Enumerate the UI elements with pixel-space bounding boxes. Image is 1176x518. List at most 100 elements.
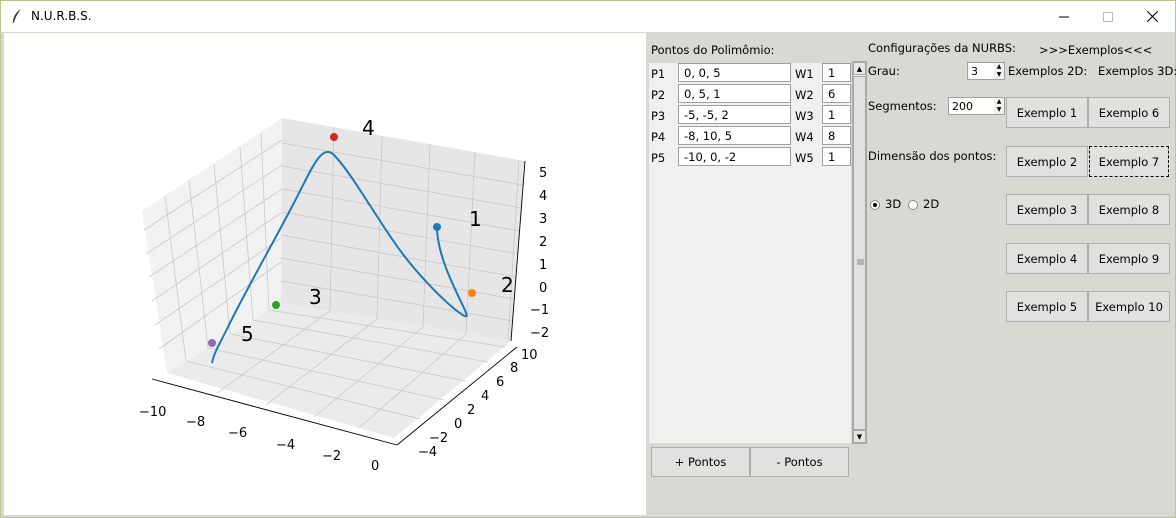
pane-right (281, 118, 525, 341)
y-tick: 8 (510, 361, 518, 376)
grip-icon (857, 259, 864, 265)
point-label-1: 1 (469, 207, 482, 231)
arrow-up-icon: ▲ (856, 64, 863, 73)
y-tick: 4 (481, 389, 489, 404)
point-label: P3 (651, 109, 666, 123)
y-tick: −2 (429, 431, 448, 446)
z-tick: 3 (539, 212, 547, 227)
maximize-icon (1103, 11, 1113, 22)
arrow-down-icon: ▼ (856, 432, 863, 441)
grau-up-button[interactable]: ▲ (994, 63, 1004, 71)
close-icon (1146, 11, 1158, 22)
z-tick: 0 (539, 281, 547, 296)
z-tick: 2 (539, 235, 547, 250)
points-scrollbar[interactable]: ▲ ▼ (852, 61, 867, 444)
point-coords-input[interactable]: -10, 0, -2 (678, 147, 791, 166)
point-coords-input[interactable]: -8, 10, 5 (678, 126, 791, 145)
title-bar: N.U.R.B.S. (1, 1, 1175, 32)
grau-value: 3 (971, 65, 978, 78)
grau-down-button[interactable]: ▼ (994, 71, 1004, 79)
x-tick: −4 (276, 438, 295, 453)
add-points-button[interactable]: + Pontos (651, 447, 750, 477)
segmentos-up-button[interactable]: ▲ (994, 98, 1004, 106)
segmentos-spinbox[interactable]: 200 ▲ ▼ (948, 97, 1005, 115)
window-title: N.U.R.B.S. (31, 9, 92, 23)
feather-icon (12, 9, 21, 24)
point-label: P4 (651, 130, 666, 144)
scroll-thumb[interactable] (853, 76, 866, 430)
weight-input[interactable]: 1 (822, 63, 851, 82)
pane-left (142, 118, 282, 373)
minimize-button[interactable] (1041, 1, 1087, 32)
example-2-button[interactable]: Exemplo 2 (1006, 146, 1088, 177)
radio-2d[interactable] (908, 200, 918, 210)
weight-label: W1 (795, 67, 814, 81)
control-point-5 (208, 339, 216, 347)
point-label-4: 4 (362, 116, 375, 140)
x-tick: −10 (139, 405, 166, 420)
y-tick: 6 (496, 375, 504, 390)
control-point-2 (468, 289, 476, 297)
example-5-button[interactable]: Exemplo 5 (1006, 291, 1088, 322)
z-tick: 4 (539, 189, 547, 204)
scroll-up-button[interactable]: ▲ (853, 62, 866, 75)
point-coords-input[interactable]: 0, 0, 5 (678, 63, 791, 82)
example-10-button[interactable]: Exemplo 10 (1088, 291, 1170, 322)
point-coords-input[interactable]: 0, 5, 1 (678, 84, 791, 103)
segmentos-value: 200 (952, 100, 973, 113)
grau-spinbox[interactable]: 3 ▲ ▼ (967, 62, 1005, 80)
radio-2d-label: 2D (923, 197, 940, 211)
config-title: Configurações da NURBS: (868, 41, 1016, 55)
segmentos-label: Segmentos: (868, 99, 937, 113)
example-8-button[interactable]: Exemplo 8 (1088, 194, 1170, 225)
axis-lines (151, 160, 526, 446)
weight-input[interactable]: 6 (822, 84, 851, 103)
point-label-5: 5 (241, 322, 254, 346)
example-3-button[interactable]: Exemplo 3 (1006, 194, 1088, 225)
point-label: P5 (651, 151, 666, 165)
z-axis-ticks: 5 4 3 2 1 0 −1 −2 (530, 166, 549, 341)
example-7-button[interactable]: Exemplo 7 (1088, 145, 1170, 178)
examples-title: >>>Exemplos<<< (1039, 43, 1153, 57)
point-label: P2 (651, 88, 666, 102)
radio-3d[interactable] (870, 200, 880, 210)
z-tick: −1 (530, 303, 549, 318)
x-tick: −2 (322, 449, 341, 464)
y-tick: 10 (521, 348, 538, 363)
control-point-1 (433, 223, 441, 231)
example-6-button[interactable]: Exemplo 6 (1088, 97, 1170, 128)
point-label-3: 3 (309, 285, 322, 309)
remove-points-button[interactable]: - Pontos (750, 447, 849, 477)
nurbs-curve (211, 151, 468, 364)
weight-label: W3 (795, 109, 814, 123)
radio-3d-label: 3D (885, 197, 902, 211)
point-coords-input[interactable]: -5, -5, 2 (678, 105, 791, 124)
weight-input[interactable]: 1 (822, 105, 851, 124)
minimize-icon (1059, 16, 1069, 17)
example-4-button[interactable]: Exemplo 4 (1006, 243, 1088, 274)
point-label: P1 (651, 67, 666, 81)
examples-2d-label: Exemplos 2D: (1008, 64, 1088, 78)
y-tick: −4 (418, 445, 437, 460)
example-1-button[interactable]: Exemplo 1 (1006, 97, 1088, 128)
example-9-button[interactable]: Exemplo 9 (1088, 243, 1170, 274)
dimensao-label: Dimensão dos pontos: (868, 149, 997, 163)
weight-label: W2 (795, 88, 814, 102)
pane-floor (167, 303, 511, 438)
maximize-button[interactable] (1085, 1, 1131, 32)
weight-label: W4 (795, 130, 814, 144)
control-point-4 (330, 133, 338, 141)
grid-lines (143, 126, 524, 429)
close-button[interactable] (1129, 1, 1175, 32)
z-tick: 5 (539, 166, 547, 181)
y-tick: 0 (454, 417, 462, 432)
weight-input[interactable]: 8 (822, 126, 851, 145)
segmentos-down-button[interactable]: ▼ (994, 106, 1004, 114)
z-tick: −2 (530, 326, 549, 341)
y-axis-ticks: −4 −2 0 2 4 6 8 10 (418, 348, 538, 460)
plot-canvas[interactable]: 1 2 3 4 5 5 4 3 2 1 0 −1 −2 −10 −8 −6 −4 (4, 33, 646, 515)
x-axis-ticks: −10 −8 −6 −4 −2 0 (139, 405, 379, 474)
scroll-down-button[interactable]: ▼ (853, 430, 866, 443)
weight-input[interactable]: 1 (822, 147, 851, 166)
